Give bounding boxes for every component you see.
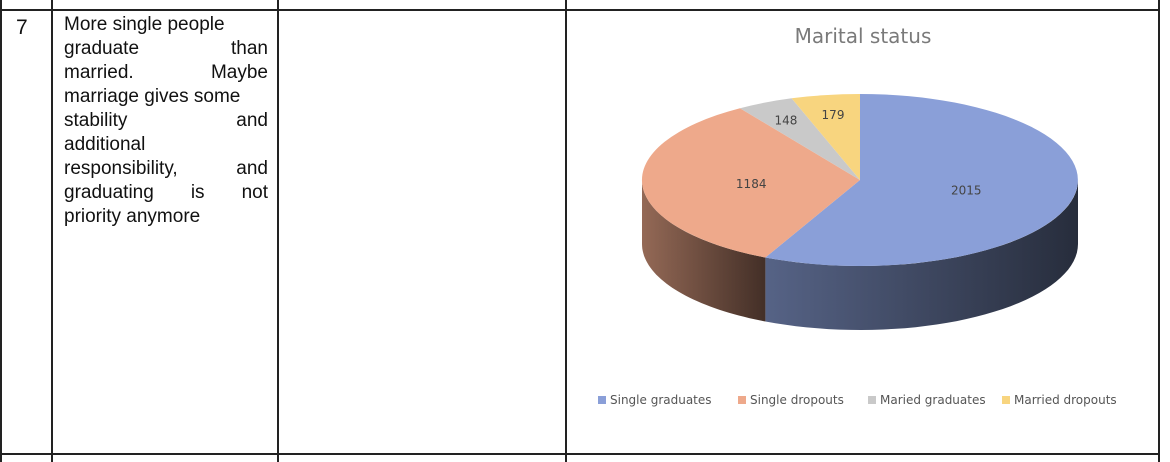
legend-label: Single dropouts (750, 393, 844, 407)
comment-line: priority anymore (64, 206, 201, 227)
comment-line: marriage gives some (64, 86, 241, 107)
col-border-1 (0, 0, 2, 462)
comment-line: graduate than (64, 38, 268, 59)
chart-title: Marital status (794, 24, 932, 48)
data-label: 179 (822, 108, 845, 122)
pie-slice-0 (765, 94, 1078, 266)
col-border-2 (51, 0, 53, 462)
data-label: 1184 (736, 177, 767, 191)
row-bottom-border (0, 453, 1160, 455)
pie-slice-side-1 (642, 180, 766, 322)
pie-slice-1 (641, 108, 860, 258)
legend-label: Maried graduates (880, 393, 986, 407)
comment-line: additional (64, 134, 146, 155)
row-number: 7 (16, 16, 28, 39)
comment-line: graduating is not (64, 182, 268, 203)
legend-swatch (868, 396, 876, 404)
pie-chart: 2015 1184 148 179 Single graduates Single dro… (598, 93, 1117, 407)
comment-line: responsibility, and (64, 158, 268, 179)
legend-swatch (1002, 396, 1010, 404)
legend-label: Married dropouts (1014, 393, 1117, 407)
col-border-4 (565, 0, 567, 462)
comment-line: stability and (64, 110, 268, 131)
data-label: 148 (774, 114, 797, 128)
pie-slice-2 (740, 98, 860, 180)
pie-slice-3 (791, 93, 860, 180)
comment-text: More single people graduate than married… (64, 13, 268, 229)
pie-slice-side-0 (765, 180, 1078, 330)
row-top-border (0, 9, 1160, 11)
marital-status-chart: Marital status 2015 1184 148 179 Single grad… (568, 12, 1158, 456)
legend-swatch (738, 396, 746, 404)
comment-line: married. Maybe (64, 62, 268, 83)
legend-swatch (598, 396, 606, 404)
data-label: 2015 (951, 184, 982, 198)
comment-line: More single people (64, 14, 225, 35)
col-border-3 (277, 0, 279, 462)
legend-label: Single graduates (610, 393, 712, 407)
col-border-5 (1158, 0, 1160, 462)
